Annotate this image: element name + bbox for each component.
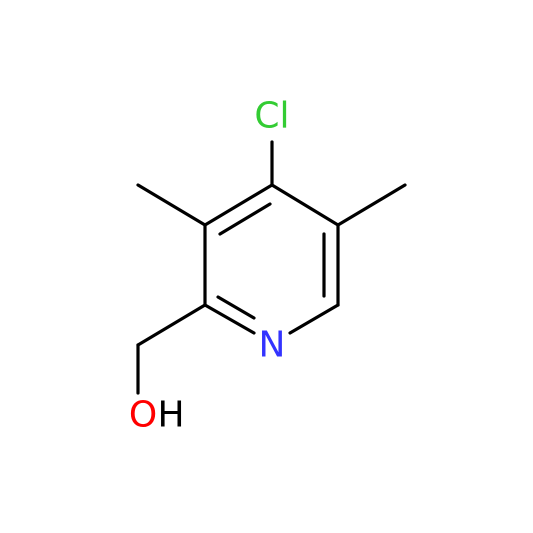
atom-label: O [129,395,157,436]
methyl-bond [136,183,207,227]
bond [203,183,274,227]
atom-label: H [157,395,184,436]
methyl-bond [336,183,407,227]
bonds [136,140,407,395]
double-bond-inner [216,295,256,320]
atom-label: Cl [254,96,289,137]
bond [203,303,256,335]
bond [136,303,207,347]
bond [270,183,340,227]
bond [288,303,340,335]
atom-label: N [259,325,286,366]
double-bond-inner [218,202,272,236]
